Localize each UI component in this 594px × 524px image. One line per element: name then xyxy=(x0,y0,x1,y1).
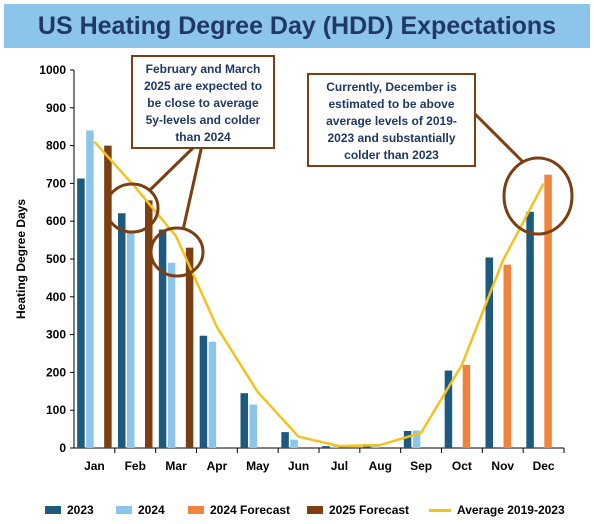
bar-2025-forecast xyxy=(104,145,112,448)
x-tick-label: Aug xyxy=(369,459,392,473)
bar-2023 xyxy=(118,213,126,448)
x-tick-label: Oct xyxy=(452,459,472,473)
legend-item: Average 2019-2023 xyxy=(429,500,565,520)
x-tick-label: Mar xyxy=(165,459,187,473)
x-tick-label: Dec xyxy=(533,459,555,473)
x-tick-label: Jul xyxy=(331,459,348,473)
bar-group xyxy=(77,130,552,449)
y-tick-label: 600 xyxy=(46,214,66,228)
bar-2025-forecast xyxy=(145,200,153,448)
bar-2024 xyxy=(249,404,257,448)
legend-label: 2025 Forecast xyxy=(329,503,410,517)
bar-2023 xyxy=(199,335,208,448)
highlight-circle-mar xyxy=(149,226,205,278)
x-tick-label: May xyxy=(246,459,270,473)
legend-item: 2024 xyxy=(116,500,165,520)
bar-2023 xyxy=(77,178,85,448)
x-tick-label: Feb xyxy=(125,459,146,473)
legend-swatch xyxy=(116,506,132,514)
connector-mar xyxy=(181,144,204,231)
y-tick-label: 500 xyxy=(46,252,66,266)
bar-2024-forecast xyxy=(503,264,511,448)
legend-item: 2024 Forecast xyxy=(188,500,290,520)
y-tick-label: 200 xyxy=(46,365,66,379)
legend-item: 2025 Forecast xyxy=(307,500,409,520)
connector-dec xyxy=(472,111,525,164)
bar-2023 xyxy=(322,446,330,448)
bar-2023 xyxy=(444,370,453,448)
x-tick-label: Nov xyxy=(491,459,514,473)
bar-2023 xyxy=(240,393,248,448)
legend-swatch xyxy=(429,508,451,512)
legend-swatch xyxy=(188,506,204,514)
bar-2024 xyxy=(331,446,339,448)
x-tick-label: Jan xyxy=(84,459,105,473)
legend-label: 2024 xyxy=(138,503,165,517)
y-tick-label: 0 xyxy=(59,441,66,455)
annotation-dec: Currently, December is estimated to be a… xyxy=(307,73,476,167)
y-tick-label: 100 xyxy=(46,403,66,417)
highlight-circle-feb xyxy=(104,182,160,234)
y-tick-label: 800 xyxy=(46,139,66,153)
legend-label: Average 2019-2023 xyxy=(457,503,565,517)
legend-item: 2023 xyxy=(45,500,94,520)
chart-title: US Heating Degree Day (HDD) Expectations xyxy=(37,12,557,40)
bar-2023 xyxy=(526,211,534,448)
y-axis-label: Heating Degree Days xyxy=(14,199,28,319)
bar-2024 xyxy=(127,231,135,448)
highlight-circle-dec xyxy=(502,156,574,236)
bar-2024 xyxy=(167,262,176,448)
bar-2024 xyxy=(372,446,380,448)
annotation-feb-mar: February and March 2025 are expected to … xyxy=(131,55,275,149)
legend-label: 2024 Forecast xyxy=(210,503,291,517)
bar-2024 xyxy=(86,130,94,449)
legend-swatch xyxy=(307,506,323,514)
legend-label: 2023 xyxy=(67,503,94,517)
y-tick-label: 900 xyxy=(46,101,66,115)
bar-2024 xyxy=(208,341,217,448)
title-bar: US Heating Degree Day (HDD) Expectations xyxy=(4,4,590,48)
hdd-chart: 0 100 200 300 400 500 600 700 800 900 1000 Jan Feb Ma… xyxy=(14,63,574,473)
y-tick-label: 700 xyxy=(46,176,66,190)
x-tick-label: Jun xyxy=(288,459,309,473)
bar-2023 xyxy=(158,229,167,448)
bar-2025-forecast xyxy=(185,247,194,448)
chart-axes: 0 100 200 300 400 500 600 700 800 900 1000 Jan Feb Ma… xyxy=(39,63,565,473)
bar-2023 xyxy=(403,430,412,448)
bar-2024 xyxy=(412,430,421,448)
bar-2024 xyxy=(290,439,298,448)
x-tick-label: Sep xyxy=(410,459,432,473)
legend-swatch xyxy=(45,506,61,514)
bar-2024-forecast xyxy=(544,174,552,448)
bar-2023 xyxy=(485,257,493,448)
bar-2024-forecast xyxy=(462,364,471,448)
y-tick-label: 300 xyxy=(46,328,66,342)
y-tick-label: 400 xyxy=(46,290,66,304)
x-tick-label: Apr xyxy=(207,459,228,473)
y-tick-label: 1000 xyxy=(39,63,66,77)
connector-feb xyxy=(148,143,198,192)
legend: 2023 2024 2024 Forecast 2025 Forecast Averag… xyxy=(0,500,594,520)
bar-2023 xyxy=(281,432,289,448)
highlight-circles xyxy=(104,111,574,278)
